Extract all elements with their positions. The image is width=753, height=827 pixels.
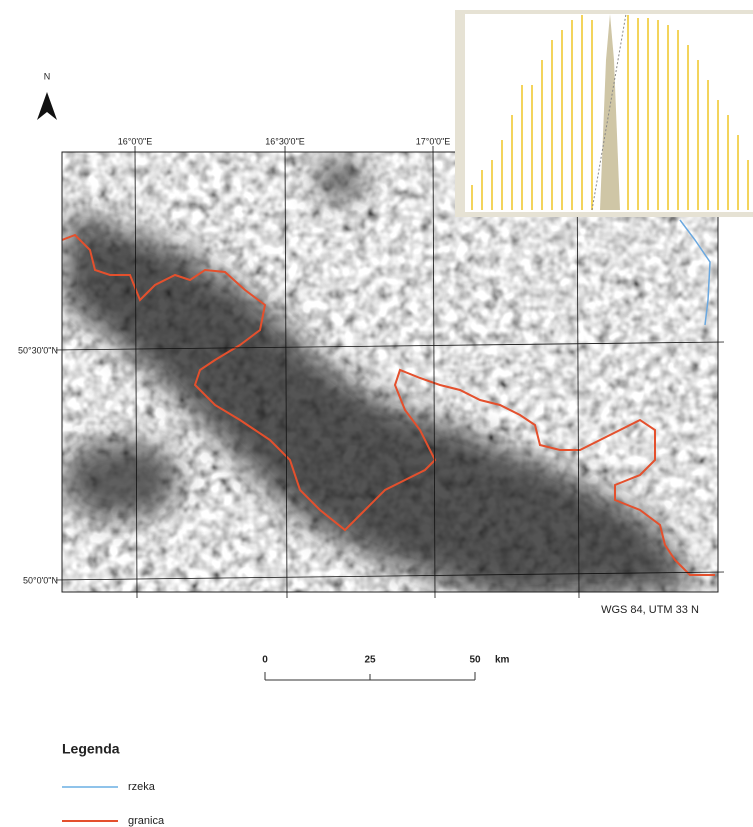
map-page: N 16°0'0"E 16°30'0"E 17°0'0"E 50°30'0"N …: [0, 0, 753, 827]
north-arrow: [37, 92, 57, 120]
histogram-inset: [455, 10, 753, 217]
projection-label: WGS 84, UTM 33 N: [601, 604, 699, 616]
legend-label: granica: [128, 815, 165, 827]
longitude-label: 17°0'0"E: [416, 136, 451, 146]
legend-label: rzeka: [128, 781, 156, 793]
scale-bar: [265, 672, 475, 680]
scale-label: 25: [364, 655, 376, 666]
scale-unit: km: [495, 655, 510, 666]
legend-title: Legenda: [62, 741, 120, 757]
longitude-label: 16°0'0"E: [118, 136, 153, 146]
latitude-label: 50°0'0"N: [23, 575, 58, 585]
scale-label: 50: [469, 655, 481, 666]
satellite-image: [60, 152, 718, 600]
north-label: N: [44, 71, 51, 81]
scale-label: 0: [262, 655, 268, 666]
longitude-label: 16°30'0"E: [265, 136, 305, 146]
latitude-label: 50°30'0"N: [18, 345, 58, 355]
